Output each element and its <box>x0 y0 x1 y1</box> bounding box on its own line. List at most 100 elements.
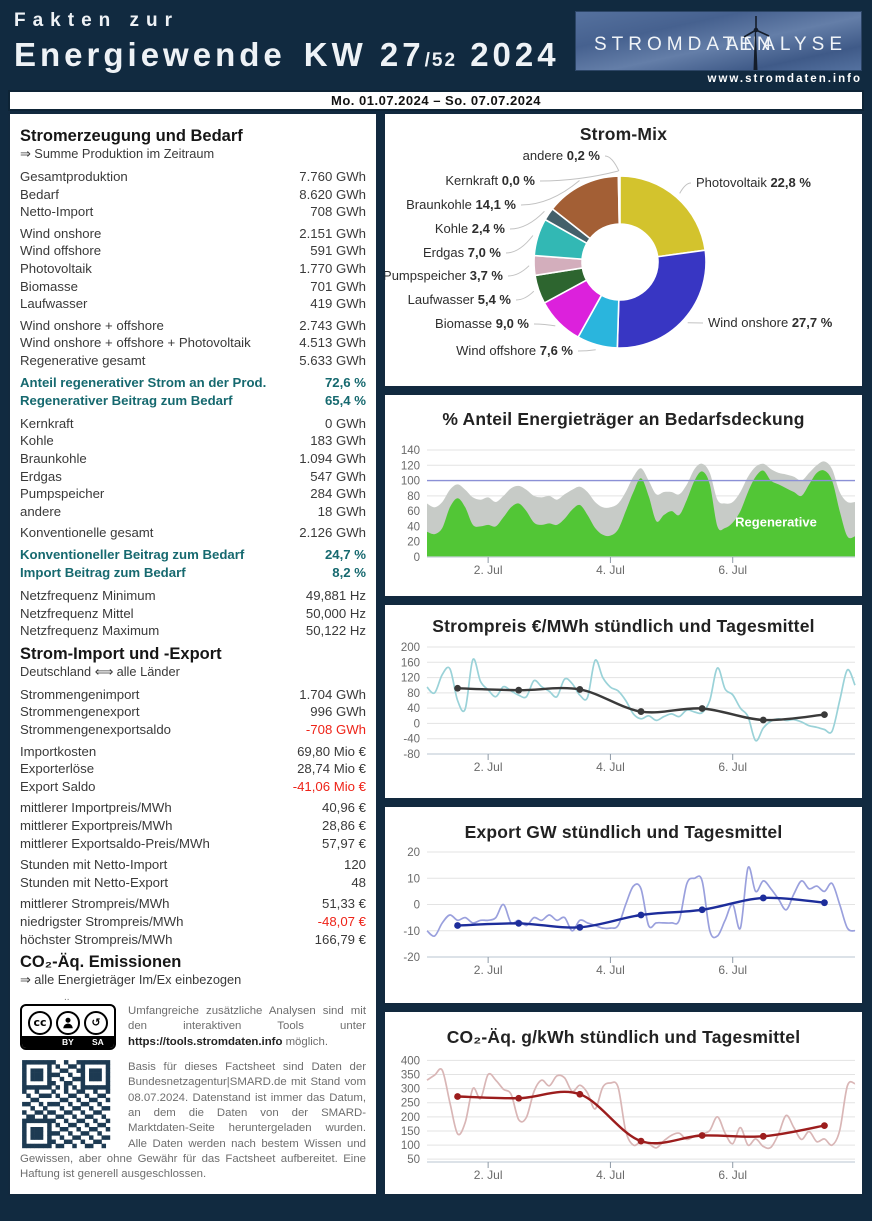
tools-link[interactable]: https://tools.stromdaten.info <box>128 1035 283 1048</box>
attribution-person-icon <box>56 1010 80 1035</box>
stat-value: 28,86 € <box>322 818 366 833</box>
stat-row: Netzfrequenz Maximum 50,122 Hz <box>20 622 366 640</box>
stat-label: mittlerer Exportsaldo-Preis/MWh <box>20 835 210 851</box>
section-heading: Strom-Import und -Export <box>20 644 222 663</box>
date-range: Mo. 01.07.2024 – So. 07.07.2024 <box>331 93 541 108</box>
stat-value: 419 GWh <box>310 296 366 312</box>
stat-label: Konventioneller Beitrag zum Bedarf <box>20 546 245 562</box>
chart-panel-export: Export GW stündlich und Tagesmittel -20-… <box>383 805 864 1005</box>
y-tick-label: 20 <box>407 847 420 859</box>
stat-row: Pumpspeicher 284 GWh <box>20 485 366 503</box>
donut-label-photovoltaik: Photovoltaik 22,8 % <box>696 175 811 190</box>
logo-text-left: STROMDATEN <box>594 34 776 55</box>
stat-row: Konventionelle gesamt 2.126 GWh <box>20 524 366 542</box>
stat-label: Stunden mit Netto-Import <box>20 857 168 873</box>
stat-label: Gesamtproduktion <box>20 169 128 184</box>
stat-group: Netzfrequenz Minimum 49,881 Hz Netzfrequen… <box>20 587 366 640</box>
stat-label: Anteil regenerativer Strom an der Prod. <box>20 374 267 390</box>
stat-row: Exporterlöse 28,74 Mio € <box>20 760 366 778</box>
stat-label: Wind onshore + offshore + Photovoltaik <box>20 335 251 351</box>
stat-label: Netzfrequenz Mittel <box>20 605 134 621</box>
daily-mean-dot <box>576 923 584 931</box>
donut-leader-line <box>520 180 580 206</box>
y-tick-label: 60 <box>407 506 420 518</box>
donut-leader-line <box>507 265 530 277</box>
x-tick-label: 6. Jul <box>718 563 747 577</box>
stat-value: 2.151 GWh <box>299 225 366 241</box>
stat-value: -41,06 Mio € <box>292 778 366 794</box>
wind-turbine-icon <box>743 16 770 70</box>
stat-label: Strommengenexport <box>20 704 140 720</box>
section-heading: CO₂-Äq. Emissionen <box>20 953 182 972</box>
donut-slice-wind-onshore <box>616 249 707 349</box>
x-tick-label: 4. Jul <box>596 760 625 774</box>
donut-label-erdgas: Erdgas 7,0 % <box>423 245 501 260</box>
y-tick-label: 40 <box>407 703 420 715</box>
stat-label: Wind onshore <box>20 225 102 241</box>
chart-title-strom-mix: Strom-Mix <box>579 124 668 144</box>
stat-group: Importkosten 69,80 Mio € Exporterlöse 28,74… <box>20 743 366 796</box>
stat-row: Anteil regenerativer Strom an der Prod. 7… <box>20 374 366 393</box>
stat-label: Photovoltaik <box>20 260 92 276</box>
donut-label-biomasse: Biomasse 9,0 % <box>435 316 529 331</box>
footer-para1-pre: Umfangreiche zusätzliche Analysen sind m… <box>128 1005 366 1033</box>
stat-row: Biomasse 701 GWh <box>20 278 366 296</box>
donut-leader-line <box>533 323 556 327</box>
stat-label: Kernkraft <box>20 415 74 431</box>
daily-mean-dot <box>821 899 828 907</box>
stat-value: 48 <box>351 874 366 890</box>
title-week: KW 27 <box>303 36 425 73</box>
stat-row: Kernkraft 0 GWh <box>20 415 366 433</box>
website-url[interactable]: www.stromdaten.info <box>707 73 862 85</box>
stat-row: Regenerative gesamt 5.633 GWh <box>20 352 366 370</box>
y-tick-label: 300 <box>401 1084 420 1096</box>
donut-label-kernkraft: Kernkraft 0,0 % <box>445 173 535 188</box>
x-tick-label: 4. Jul <box>596 963 625 977</box>
line-series-hourly <box>426 866 856 939</box>
stat-value: 8,2 % <box>332 565 366 581</box>
stat-value: 166,79 € <box>314 931 366 947</box>
chart-title-bedarfsdeckung: % Anteil Energieträger an Bedarfsdeckung <box>442 409 805 429</box>
stat-label: Netzfrequenz Minimum <box>20 588 156 604</box>
donut-leader-line <box>577 349 596 352</box>
stat-label: mittlerer Importpreis/MWh <box>20 800 172 816</box>
stat-label: Stunden mit Netto-Export <box>20 874 169 890</box>
stat-row: niedrigster Strompreis/MWh -48,07 € <box>20 913 366 931</box>
stat-row: Importkosten 69,80 Mio € <box>20 743 366 761</box>
stat-group: Konventioneller Beitrag zum Bedarf 24,7 %… <box>20 546 366 583</box>
y-tick-label: 120 <box>401 460 420 472</box>
y-tick-label: -10 <box>403 926 420 938</box>
stat-value: -708 GWh <box>305 722 366 738</box>
stat-group: Anteil regenerativer Strom an der Prod. 7… <box>20 374 366 411</box>
stat-label: Erdgas <box>20 468 62 484</box>
cc-strip: BY SA <box>22 1036 114 1049</box>
footer-paragraph-tools: Umfangreiche zusätzliche Analysen sind m… <box>20 1004 366 1050</box>
donut-leader-line <box>604 155 620 172</box>
daily-mean-dot <box>698 705 706 712</box>
daily-mean-dot <box>515 920 523 927</box>
stat-label: Netto-Import <box>20 204 94 220</box>
y-tick-label: 120 <box>401 673 420 685</box>
stat-value: 72,6 % <box>324 374 366 390</box>
stat-value: 51,33 € <box>322 896 366 912</box>
cc-by-sa-license-badge[interactable]: cc ↺ BY SA <box>20 1004 116 1051</box>
stat-value: 57,97 € <box>322 835 366 851</box>
stat-row: Braunkohle 1.094 GWh <box>20 450 366 468</box>
y-tick-label: -40 <box>403 734 420 746</box>
y-tick-label: 140 <box>401 445 420 457</box>
stat-label: Kohle <box>20 433 54 449</box>
daily-mean-dot <box>637 911 645 919</box>
qr-code[interactable] <box>20 1058 112 1150</box>
stats-panel: Stromerzeugung und Bedarf ⇒ Summe Produkt… <box>8 112 378 1196</box>
y-tick-label: 350 <box>401 1070 420 1082</box>
share-alike-icon: ↺ <box>84 1010 108 1035</box>
daily-mean-dot <box>454 922 461 929</box>
daily-mean-dot <box>454 1093 461 1100</box>
stat-row: Stunden mit Netto-Import 120 <box>20 856 366 874</box>
stat-group: mittlerer Importpreis/MWh 40,96 € mittlere… <box>20 799 366 852</box>
donut-label-andere: andere 0,2 % <box>523 148 601 163</box>
stat-row: höchster Strompreis/MWh 166,79 € <box>20 931 366 949</box>
stat-row: Laufwasser 419 GWh <box>20 295 366 313</box>
y-tick-label: 0 <box>414 552 420 564</box>
stat-value: 50,000 Hz <box>305 605 366 621</box>
